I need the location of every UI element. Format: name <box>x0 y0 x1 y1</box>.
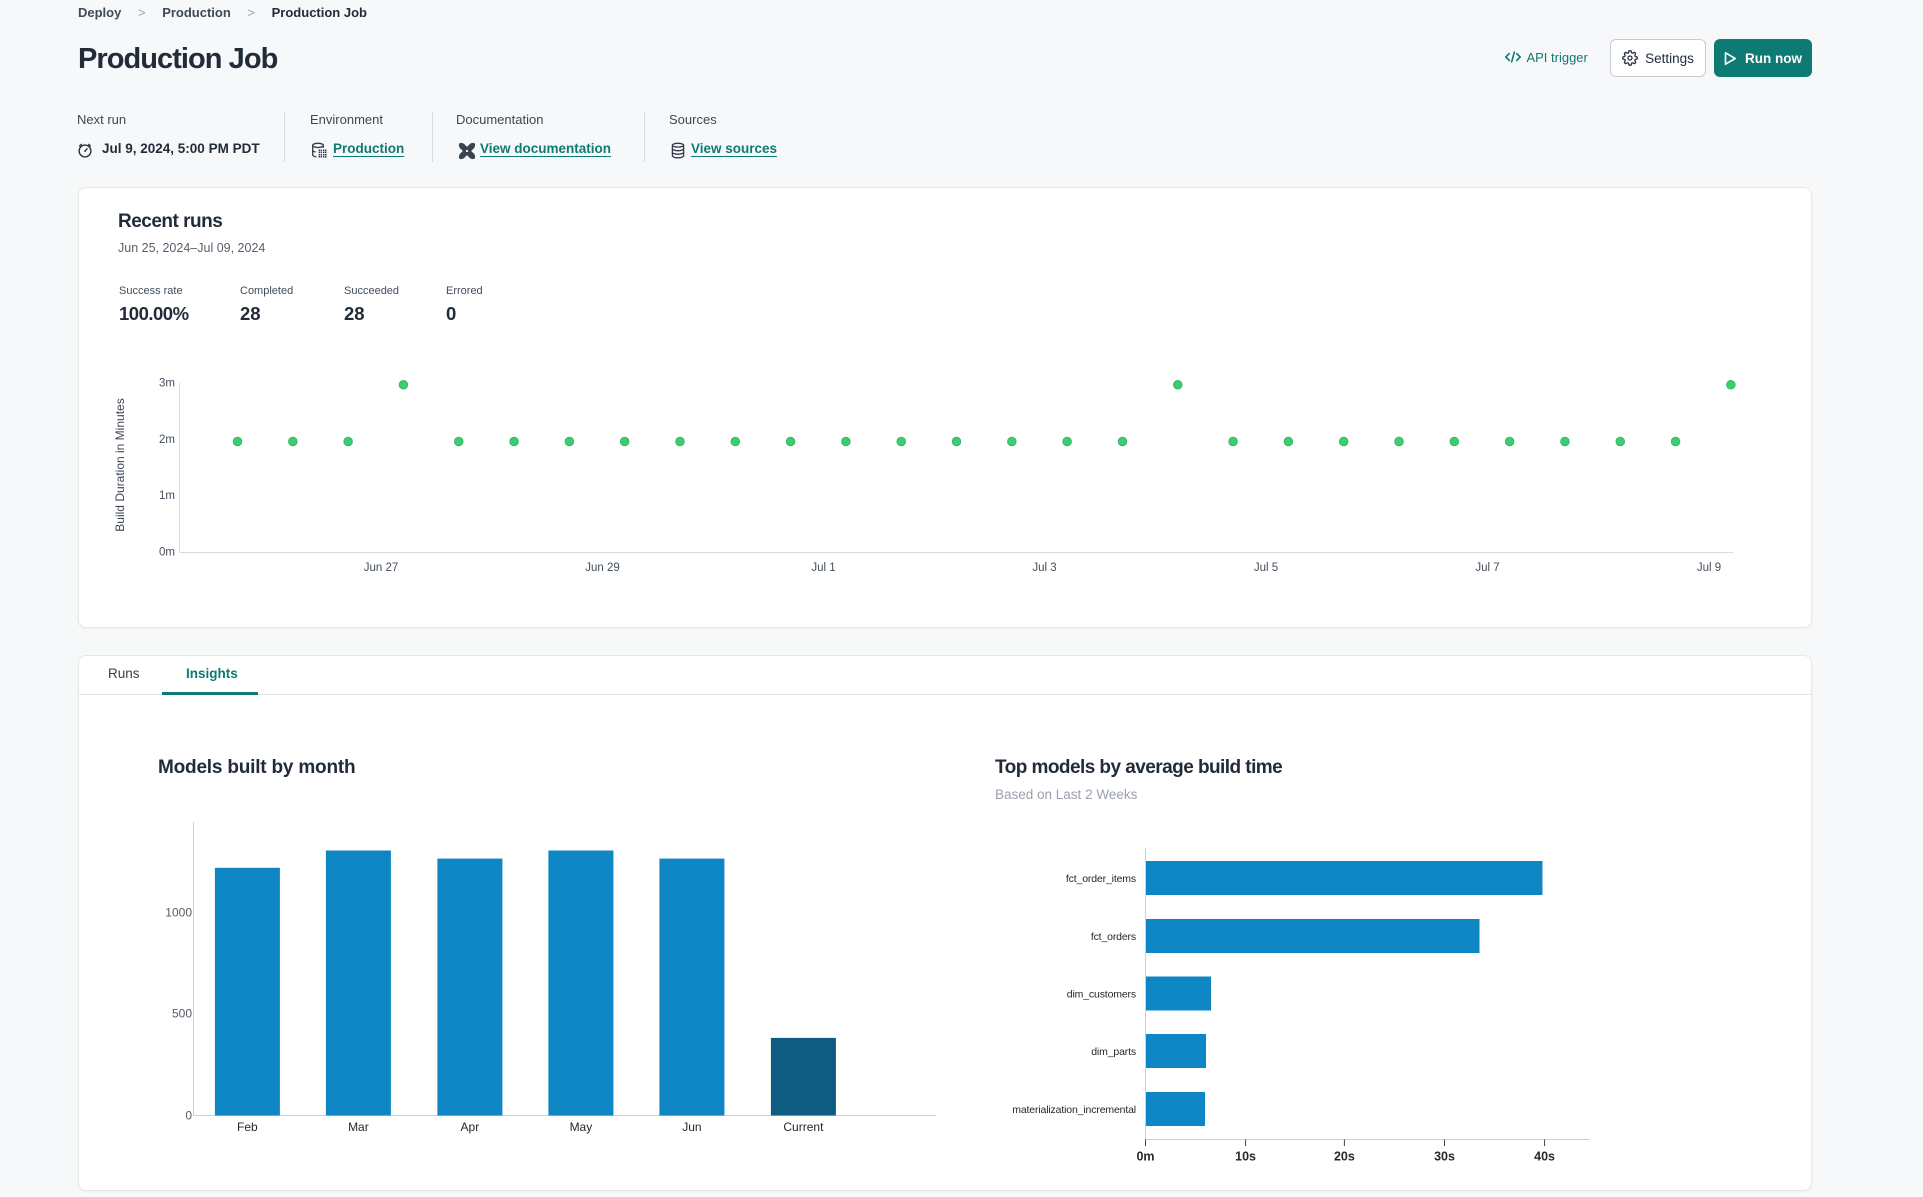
svg-text:40s: 40s <box>1534 1150 1555 1164</box>
svg-text:Jul 5: Jul 5 <box>1254 562 1278 574</box>
svg-text:0m: 0m <box>1136 1150 1154 1164</box>
svg-text:3m: 3m <box>159 378 175 390</box>
svg-text:0: 0 <box>185 1109 192 1123</box>
svg-text:Apr: Apr <box>461 1120 480 1134</box>
svg-text:dim_customers: dim_customers <box>1067 989 1136 1001</box>
svg-text:1000: 1000 <box>165 906 192 920</box>
svg-text:Build Duration in Minutes: Build Duration in Minutes <box>113 398 127 531</box>
svg-text:dim_parts: dim_parts <box>1091 1046 1136 1058</box>
svg-text:fct_orders: fct_orders <box>1091 931 1136 943</box>
svg-text:0m: 0m <box>159 546 175 558</box>
svg-text:Jul 9: Jul 9 <box>1697 562 1721 574</box>
svg-text:Jun 29: Jun 29 <box>585 562 620 574</box>
svg-text:Jul 7: Jul 7 <box>1475 562 1499 574</box>
svg-text:1m: 1m <box>159 490 175 502</box>
svg-text:May: May <box>570 1120 593 1134</box>
svg-text:30s: 30s <box>1434 1150 1455 1164</box>
svg-text:2m: 2m <box>159 434 175 446</box>
svg-text:Current: Current <box>783 1120 824 1134</box>
svg-text:Jul 1: Jul 1 <box>811 562 835 574</box>
svg-text:Jun 27: Jun 27 <box>364 562 399 574</box>
svg-text:10s: 10s <box>1235 1150 1256 1164</box>
svg-text:Feb: Feb <box>237 1120 258 1134</box>
svg-text:20s: 20s <box>1334 1150 1355 1164</box>
svg-text:Jun: Jun <box>682 1120 701 1134</box>
svg-text:Jul 3: Jul 3 <box>1032 562 1056 574</box>
svg-text:fct_order_items: fct_order_items <box>1066 873 1136 885</box>
svg-text:500: 500 <box>172 1007 192 1021</box>
svg-text:materialization_incremental: materialization_incremental <box>1012 1104 1136 1116</box>
svg-text:Mar: Mar <box>348 1120 369 1134</box>
